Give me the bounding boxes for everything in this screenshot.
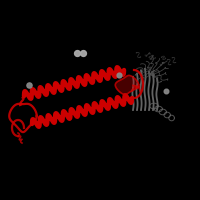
Point bbox=[81, 51, 85, 55]
Point bbox=[75, 51, 79, 55]
Point bbox=[27, 83, 31, 87]
Polygon shape bbox=[115, 75, 139, 95]
Point bbox=[164, 89, 168, 93]
Point bbox=[117, 73, 121, 77]
